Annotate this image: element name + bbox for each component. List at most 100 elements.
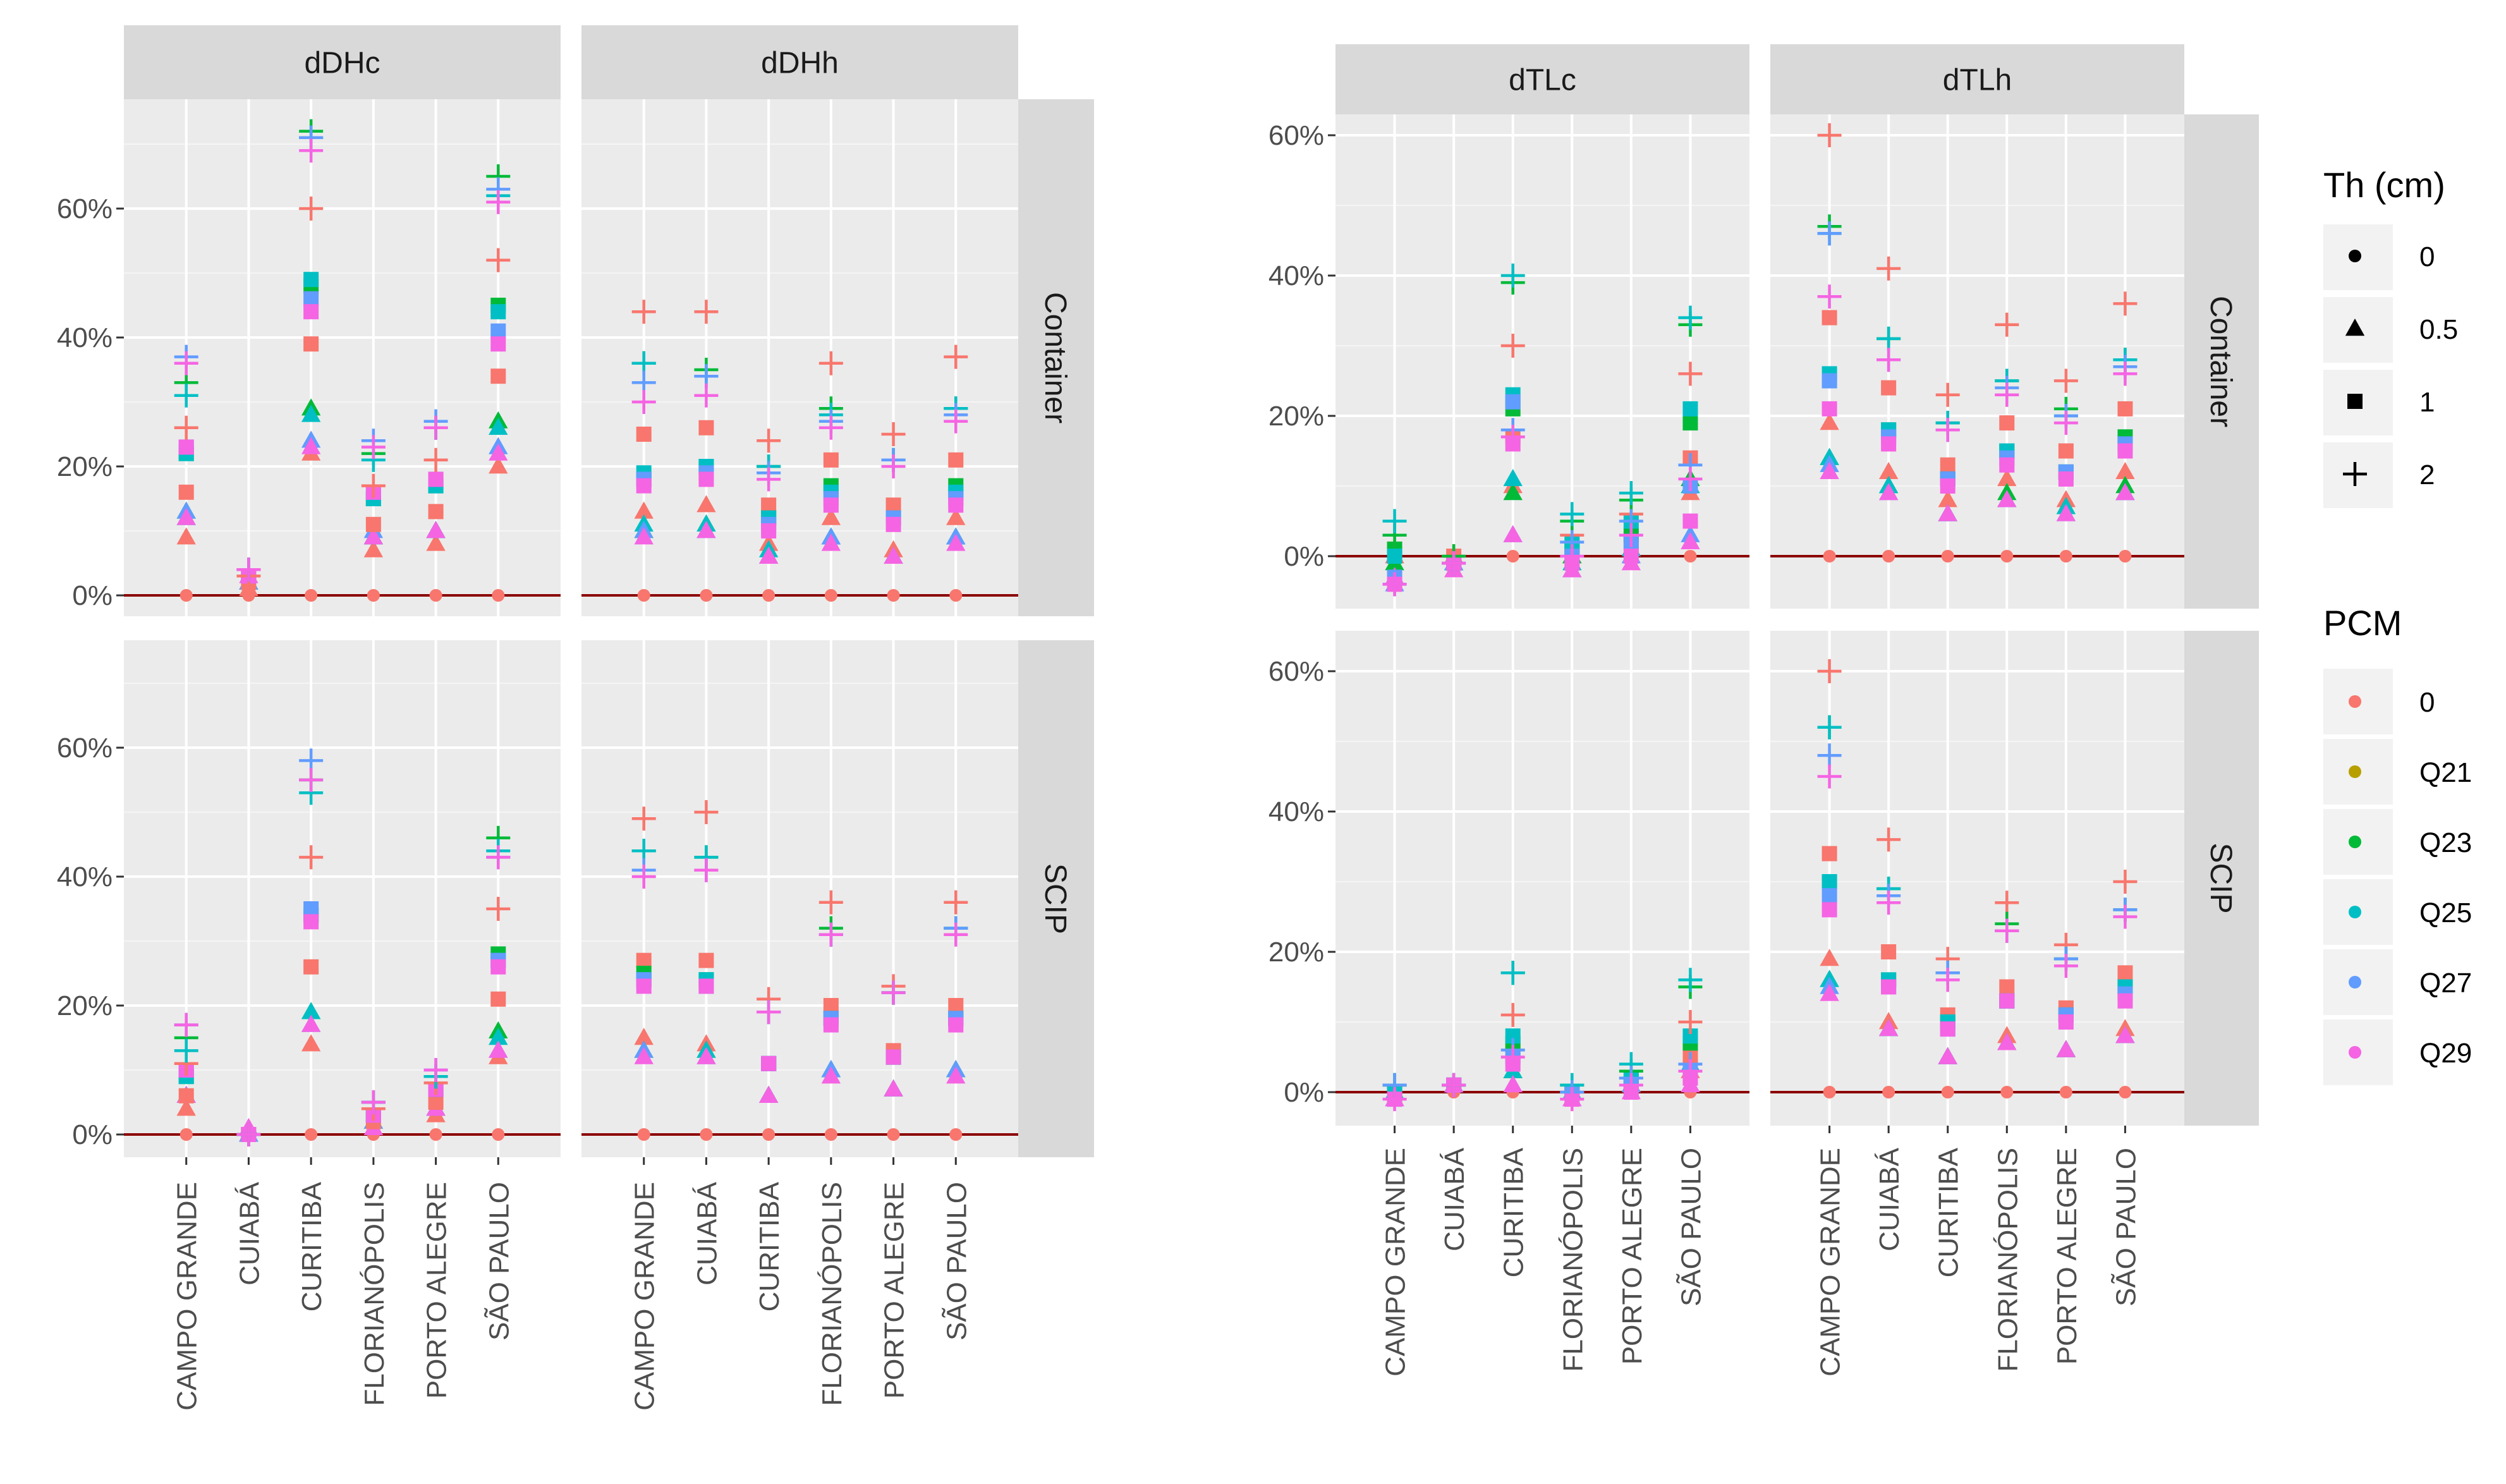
- point-florianopolis-th2-q25: [1560, 502, 1584, 526]
- point-cuiaba-th1-0: [698, 420, 714, 435]
- point-curitiba-th2-q29: [1935, 418, 1960, 442]
- legend-key-circle-icon: [2349, 836, 2361, 848]
- point-cuiaba-th1-0: [698, 952, 714, 968]
- point-florianopolis-th0: [824, 589, 837, 602]
- point-campo-grande-th2-q29: [1382, 572, 1407, 597]
- point-sao-paulo-th0-5-0: [489, 456, 508, 474]
- strip-label-scip: SCIP: [1038, 863, 1072, 934]
- point-porto-alegre-th0: [887, 589, 900, 602]
- point-sao-paulo-th1-0: [948, 998, 964, 1013]
- point-sao-paulo-th1-0: [2117, 401, 2133, 417]
- point-curitiba-th1-q27: [1505, 394, 1521, 410]
- point-curitiba-th0-5-q29: [1938, 504, 1957, 521]
- point-florianopolis-th1-0: [823, 998, 839, 1013]
- point-sao-paulo-th0-5-q25: [489, 417, 508, 435]
- x-tick-label-porto-alegre: PORTO ALEGRE: [2052, 1148, 2083, 1365]
- point-curitiba-th2-0: [1935, 382, 1960, 407]
- x-tick-label-campo-grande: CAMPO GRANDE: [172, 1182, 203, 1411]
- point-sao-paulo-th2-q29: [1678, 1059, 1703, 1083]
- legend-label-th: 1: [2419, 387, 2435, 418]
- point-curitiba-th0-5-q29: [758, 1085, 779, 1103]
- point-porto-alegre-th1-0: [885, 497, 901, 513]
- point-curitiba-th2-q29: [757, 467, 781, 492]
- point-sao-paulo-th0: [492, 1128, 505, 1141]
- point-sao-paulo-th2-0: [2113, 291, 2138, 316]
- point-campo-grande-th2-q29: [1817, 284, 1842, 309]
- point-sao-paulo-th0-5-q29: [2115, 483, 2135, 501]
- x-tick-label-florianopolis: FLORIANÓPOLIS: [1557, 1148, 1588, 1372]
- legend: Th (cm) 0 0.5 1 2 PCM 0 Q21 Q23 Q25 Q27 Q29: [2323, 165, 2472, 1085]
- point-curitiba-th0: [762, 589, 776, 602]
- point-campo-grande-th0-5-q29: [634, 527, 654, 545]
- legend-label-pcm: Q27: [2419, 968, 2472, 999]
- legend-key-circle-icon: [2349, 1046, 2361, 1059]
- point-sao-paulo-th2-0: [1678, 1010, 1703, 1034]
- y-tick-label: 40%: [1268, 260, 1324, 291]
- x-tick-label-curitiba: CURITIBA: [1933, 1147, 1964, 1277]
- y-tick-label: 20%: [57, 451, 113, 482]
- y-tick-label: 0%: [72, 1119, 113, 1150]
- point-sao-paulo-th2-q29: [486, 845, 511, 870]
- point-porto-alegre-th2-q29: [881, 454, 906, 478]
- point-porto-alegre-th0-5-0: [426, 533, 446, 551]
- point-curitiba-th2-0: [1500, 334, 1525, 358]
- point-porto-alegre-th0-5-q29: [2056, 1040, 2076, 1057]
- point-campo-grande-th1-q27: [1822, 373, 1837, 389]
- legend-label-th: 0.5: [2419, 314, 2458, 345]
- point-curitiba-th1-0: [303, 959, 319, 975]
- point-curitiba-th2-q29: [1500, 425, 1525, 449]
- strip-label-container: Container: [1038, 292, 1072, 423]
- point-campo-grande-th0-5-0: [634, 501, 654, 519]
- point-campo-grande-th0: [1823, 1086, 1836, 1098]
- point-porto-alegre-th0-5-q29: [2056, 504, 2076, 521]
- point-florianopolis-th0-5-0: [363, 540, 384, 557]
- point-florianopolis-th0-5-q29: [1997, 490, 2017, 508]
- point-porto-alegre-th2-q29: [2053, 954, 2078, 978]
- point-cuiaba-th1-q29: [1881, 979, 1897, 995]
- point-cuiaba-th2-q29: [236, 1122, 261, 1146]
- point-sao-paulo-th2-q25: [1678, 968, 1703, 992]
- point-campo-grande-th2-q25: [174, 1038, 198, 1063]
- legend-label-th: 0: [2419, 241, 2435, 272]
- point-curitiba-th2-q25: [1500, 264, 1525, 288]
- x-tick-label-florianopolis: FLORIANÓPOLIS: [1992, 1148, 2023, 1372]
- point-campo-grande-th1-q25: [1387, 549, 1402, 564]
- point-porto-alegre-th2-0: [881, 422, 906, 446]
- legend-key-square-icon: [2347, 394, 2363, 409]
- point-campo-grande-th1-q27: [1822, 888, 1837, 904]
- x-tick-label-cuiaba: CUIABÁ: [1874, 1147, 1905, 1251]
- point-sao-paulo-th0-5-q29: [2115, 1026, 2135, 1043]
- x-tick-label-campo-grande: CAMPO GRANDE: [630, 1182, 660, 1411]
- x-tick-label-curitiba: CURITIBA: [754, 1181, 785, 1311]
- point-porto-alegre-th0-5-q29: [884, 1079, 903, 1097]
- panel-dtlh-container: dTLh Container: [1770, 44, 2259, 609]
- x-tick-label-sao-paulo: SÃO PAULO: [2110, 1148, 2141, 1306]
- point-curitiba-th1-q29: [303, 914, 319, 930]
- point-sao-paulo-th1-q29: [490, 959, 506, 975]
- point-curitiba-th0-5-0: [301, 1034, 321, 1052]
- point-curitiba-th0: [762, 1128, 776, 1141]
- panel-ddhh-container: dDHh Container: [581, 25, 1094, 616]
- point-florianopolis-th0: [367, 589, 380, 602]
- point-sao-paulo-th0: [2119, 550, 2132, 563]
- legend-title-th: Th (cm): [2323, 165, 2445, 205]
- point-curitiba-th1-q27: [303, 291, 319, 307]
- point-cuiaba-th2-0: [1876, 256, 1901, 281]
- point-florianopolis-th2-0: [1995, 312, 2019, 337]
- point-campo-grande-th0: [637, 589, 650, 602]
- point-porto-alegre-th1-q29: [1623, 549, 1639, 564]
- point-florianopolis-th1-0: [365, 516, 381, 532]
- point-curitiba-th0-5-q29: [301, 1014, 321, 1032]
- point-curitiba-th0: [1506, 550, 1519, 563]
- point-porto-alegre-th2-q29: [881, 980, 906, 1005]
- point-sao-paulo-th0: [949, 589, 963, 602]
- legend-key-triangle-icon: [2345, 319, 2365, 336]
- point-campo-grande-th0-5-0: [176, 1098, 196, 1116]
- point-florianopolis-th1-0: [1999, 979, 2015, 995]
- point-sao-paulo-th2-q29: [1678, 466, 1703, 491]
- point-sao-paulo-th1-q29: [2117, 443, 2133, 459]
- point-campo-grande-th1-q29: [636, 978, 652, 994]
- point-campo-grande-th2-q25: [174, 383, 198, 408]
- point-sao-paulo-th0-5-q25: [489, 1028, 508, 1045]
